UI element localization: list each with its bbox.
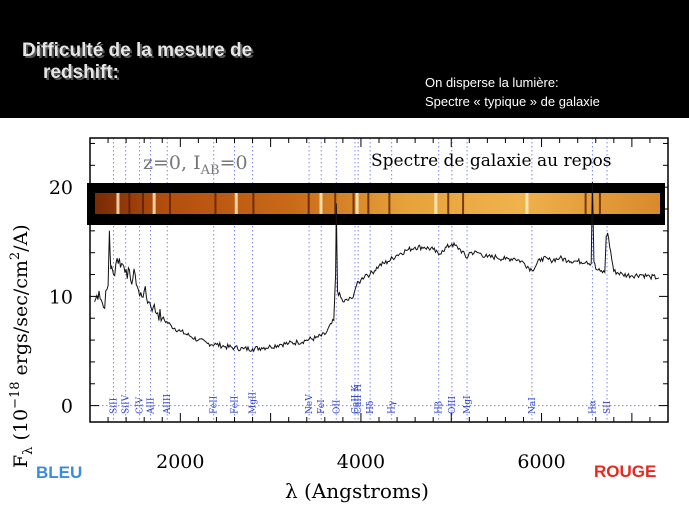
strip-band (447, 193, 450, 214)
line-label: FeII (231, 395, 241, 414)
strip-band (598, 193, 601, 214)
x-tick-label: 6000 (517, 451, 565, 473)
line-label: SiIV (122, 394, 132, 414)
line-label: Hα (588, 400, 598, 414)
strip-band (388, 193, 391, 214)
strip-band (525, 193, 529, 214)
strip-band (584, 193, 587, 214)
slide-note: On disperse la lumière: Spectre « typiqu… (425, 73, 600, 111)
slide-title-line1: Difficulté de la mesure de (22, 40, 253, 61)
plot-frame (89, 137, 669, 423)
title-banner (0, 0, 689, 118)
slide-title-line2: redshift: (43, 62, 119, 83)
strip-band (234, 193, 238, 214)
slide-note-line2: Spectre « typique » de galaxie (425, 94, 600, 109)
line-label: CIV (136, 397, 146, 414)
line-label: AlII (147, 397, 157, 415)
red-end-label: ROUGE (594, 462, 657, 481)
line-label: CaII H (354, 384, 364, 414)
y-tick-labels: 0 10 20 (49, 177, 73, 417)
spectrum-chart: SiII SiIV CIV AlII AlIII FeII FeII MgII NeV FeI OI… (0, 118, 689, 517)
strip-band (152, 193, 156, 214)
line-label: Hβ (435, 401, 445, 414)
x-tick-label: 4000 (337, 451, 385, 473)
spectrum-svg: SiII SiIV CIV AlII AlIII FeII FeII MgII NeV FeI OI… (8, 137, 669, 503)
axis-ticks (89, 138, 669, 422)
strip-band (462, 193, 465, 214)
line-label: SII (603, 400, 613, 414)
x-tick-label: 2000 (156, 451, 204, 473)
chart-title: Spectre de galaxie au repos (371, 151, 611, 171)
slide-note-line1: On disperse la lumière: (425, 75, 559, 90)
strip-band (307, 193, 310, 214)
line-label: MgII (249, 391, 259, 414)
line-label: OIII (448, 396, 458, 414)
strip-band (128, 193, 131, 214)
spectrum-series-line (94, 181, 660, 353)
line-markers: SiII SiIV CIV AlII AlIII FeII FeII MgII NeV FeI OI… (90, 138, 668, 422)
y-tick-label: 20 (49, 177, 73, 199)
line-label: OII (332, 399, 342, 414)
strip-band (334, 193, 337, 214)
line-label: FeI (317, 399, 327, 414)
strip-band (168, 193, 171, 214)
y-tick-label: 10 (49, 286, 73, 308)
line-label: MgI (463, 395, 473, 414)
line-label: CaII K (351, 385, 361, 414)
line-label: AlIII (163, 394, 173, 415)
strip-band (252, 193, 255, 214)
spectrum-strip (95, 193, 660, 214)
blue-end-label: BLEU (36, 463, 83, 482)
y-axis-label: Fλ (10−18 ergs/sec/cm2/A) (8, 224, 36, 468)
x-tick-labels: 2000 4000 6000 (156, 451, 566, 473)
strip-band (141, 193, 144, 214)
strip-band (214, 193, 217, 214)
line-label: NaI (528, 397, 538, 414)
line-label: NeV (305, 394, 315, 414)
spectrum-strip-bands (116, 193, 601, 214)
strip-band (367, 193, 370, 214)
line-label: Hγ (388, 401, 398, 414)
strip-band (319, 193, 323, 214)
strip-band (355, 193, 359, 214)
strip-band (116, 193, 120, 214)
x-axis-label: λ (Angstroms) (285, 479, 429, 503)
y-tick-label: 0 (61, 396, 73, 418)
strip-band (352, 193, 355, 214)
strip-band (434, 193, 438, 214)
slide-title: Difficulté de la mesure de redshift: (22, 40, 352, 84)
line-label: Hδ (366, 401, 376, 414)
line-label: FeII (210, 395, 220, 414)
chart-annotation: z=0, IAB=0 (143, 152, 248, 178)
